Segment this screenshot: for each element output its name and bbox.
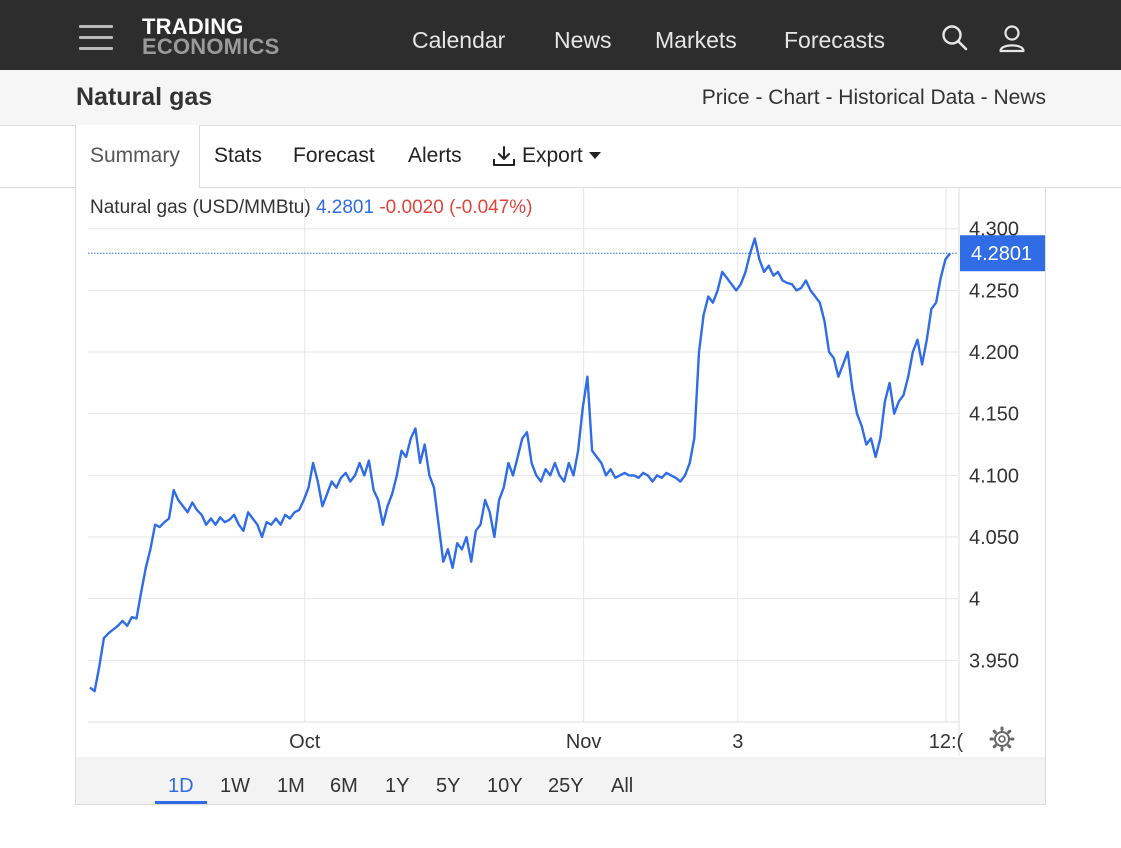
tab-summary[interactable]: Summary: [90, 144, 180, 167]
breadcrumb-links[interactable]: Price - Chart - Historical Data - News: [701, 86, 1046, 109]
nav-link-forecasts[interactable]: Forecasts: [784, 27, 885, 53]
y-tick-label: 4.100: [969, 465, 1019, 487]
last-price-marker: 4.2801: [960, 235, 1045, 272]
logo-line-1: TRADING: [142, 14, 244, 39]
export-label: Export: [522, 144, 583, 167]
caret-down-icon: [588, 152, 601, 159]
chart-legend: Natural gas (USD/MMBtu) 4.2801 -0.0020 (…: [90, 197, 533, 219]
time-range-bar: [76, 757, 1045, 804]
nav-link-calendar[interactable]: Calendar: [412, 27, 506, 53]
x-tick-label: Nov: [566, 731, 602, 753]
y-tick-label: 4.300: [969, 219, 1019, 241]
range-button-all[interactable]: All: [611, 775, 634, 797]
range-button-1y[interactable]: 1Y: [385, 775, 410, 797]
y-tick-label: 3.950: [969, 650, 1019, 672]
legend-price: 4.2801: [315, 197, 375, 218]
legend-series-name: Natural gas (USD/MMBtu): [90, 197, 311, 218]
page-title-bar: Natural gas Price - Chart - Historical D…: [0, 70, 1121, 126]
download-icon: [493, 146, 515, 166]
summary-tabs-row: Summary Stats Forecast Alerts Export: [0, 125, 1121, 188]
active-tab-background: [75, 125, 200, 188]
menu-icon[interactable]: [79, 25, 113, 51]
nav-link-news[interactable]: News: [554, 27, 612, 53]
range-button-10y[interactable]: 10Y: [487, 775, 523, 797]
export-dropdown[interactable]: Export: [492, 144, 601, 168]
active-range-indicator: [155, 801, 207, 804]
tab-stats[interactable]: Stats: [214, 144, 262, 167]
last-price-label: 4.2801: [971, 243, 1032, 265]
range-button-1w[interactable]: 1W: [220, 775, 250, 797]
user-icon[interactable]: [998, 24, 1026, 54]
range-button-5y[interactable]: 5Y: [436, 775, 461, 797]
range-button-1m[interactable]: 1M: [277, 775, 305, 797]
legend-change: -0.0020 (-0.047%): [379, 197, 533, 218]
trading-economics-logo[interactable]: TRADING ECONOMICS: [142, 14, 280, 59]
y-tick-label: 4.250: [969, 280, 1019, 302]
y-tick-label: 4.200: [969, 342, 1019, 364]
chart-container: [75, 187, 1046, 805]
search-icon[interactable]: [941, 24, 969, 52]
range-button-1d[interactable]: 1D: [168, 775, 194, 797]
tab-alerts[interactable]: Alerts: [408, 144, 462, 167]
y-tick-label: 4: [969, 589, 980, 611]
tab-forecast[interactable]: Forecast: [293, 144, 375, 167]
x-tick-label: 12:(: [929, 731, 964, 753]
logo-line-2: ECONOMICS: [142, 34, 280, 59]
nav-link-markets[interactable]: Markets: [655, 27, 737, 53]
x-tick-label: 3: [732, 731, 743, 753]
range-button-25y[interactable]: 25Y: [548, 775, 584, 797]
y-tick-label: 4.050: [969, 527, 1019, 549]
range-button-6m[interactable]: 6M: [330, 775, 358, 797]
page-title: Natural gas: [76, 83, 213, 111]
gear-icon[interactable]: [989, 726, 1015, 752]
y-tick-label: 4.150: [969, 404, 1019, 426]
top-navigation-bar: TRADING ECONOMICS Calendar News Markets …: [0, 0, 1121, 70]
series-line: [89, 237, 951, 693]
x-tick-label: Oct: [289, 731, 321, 753]
